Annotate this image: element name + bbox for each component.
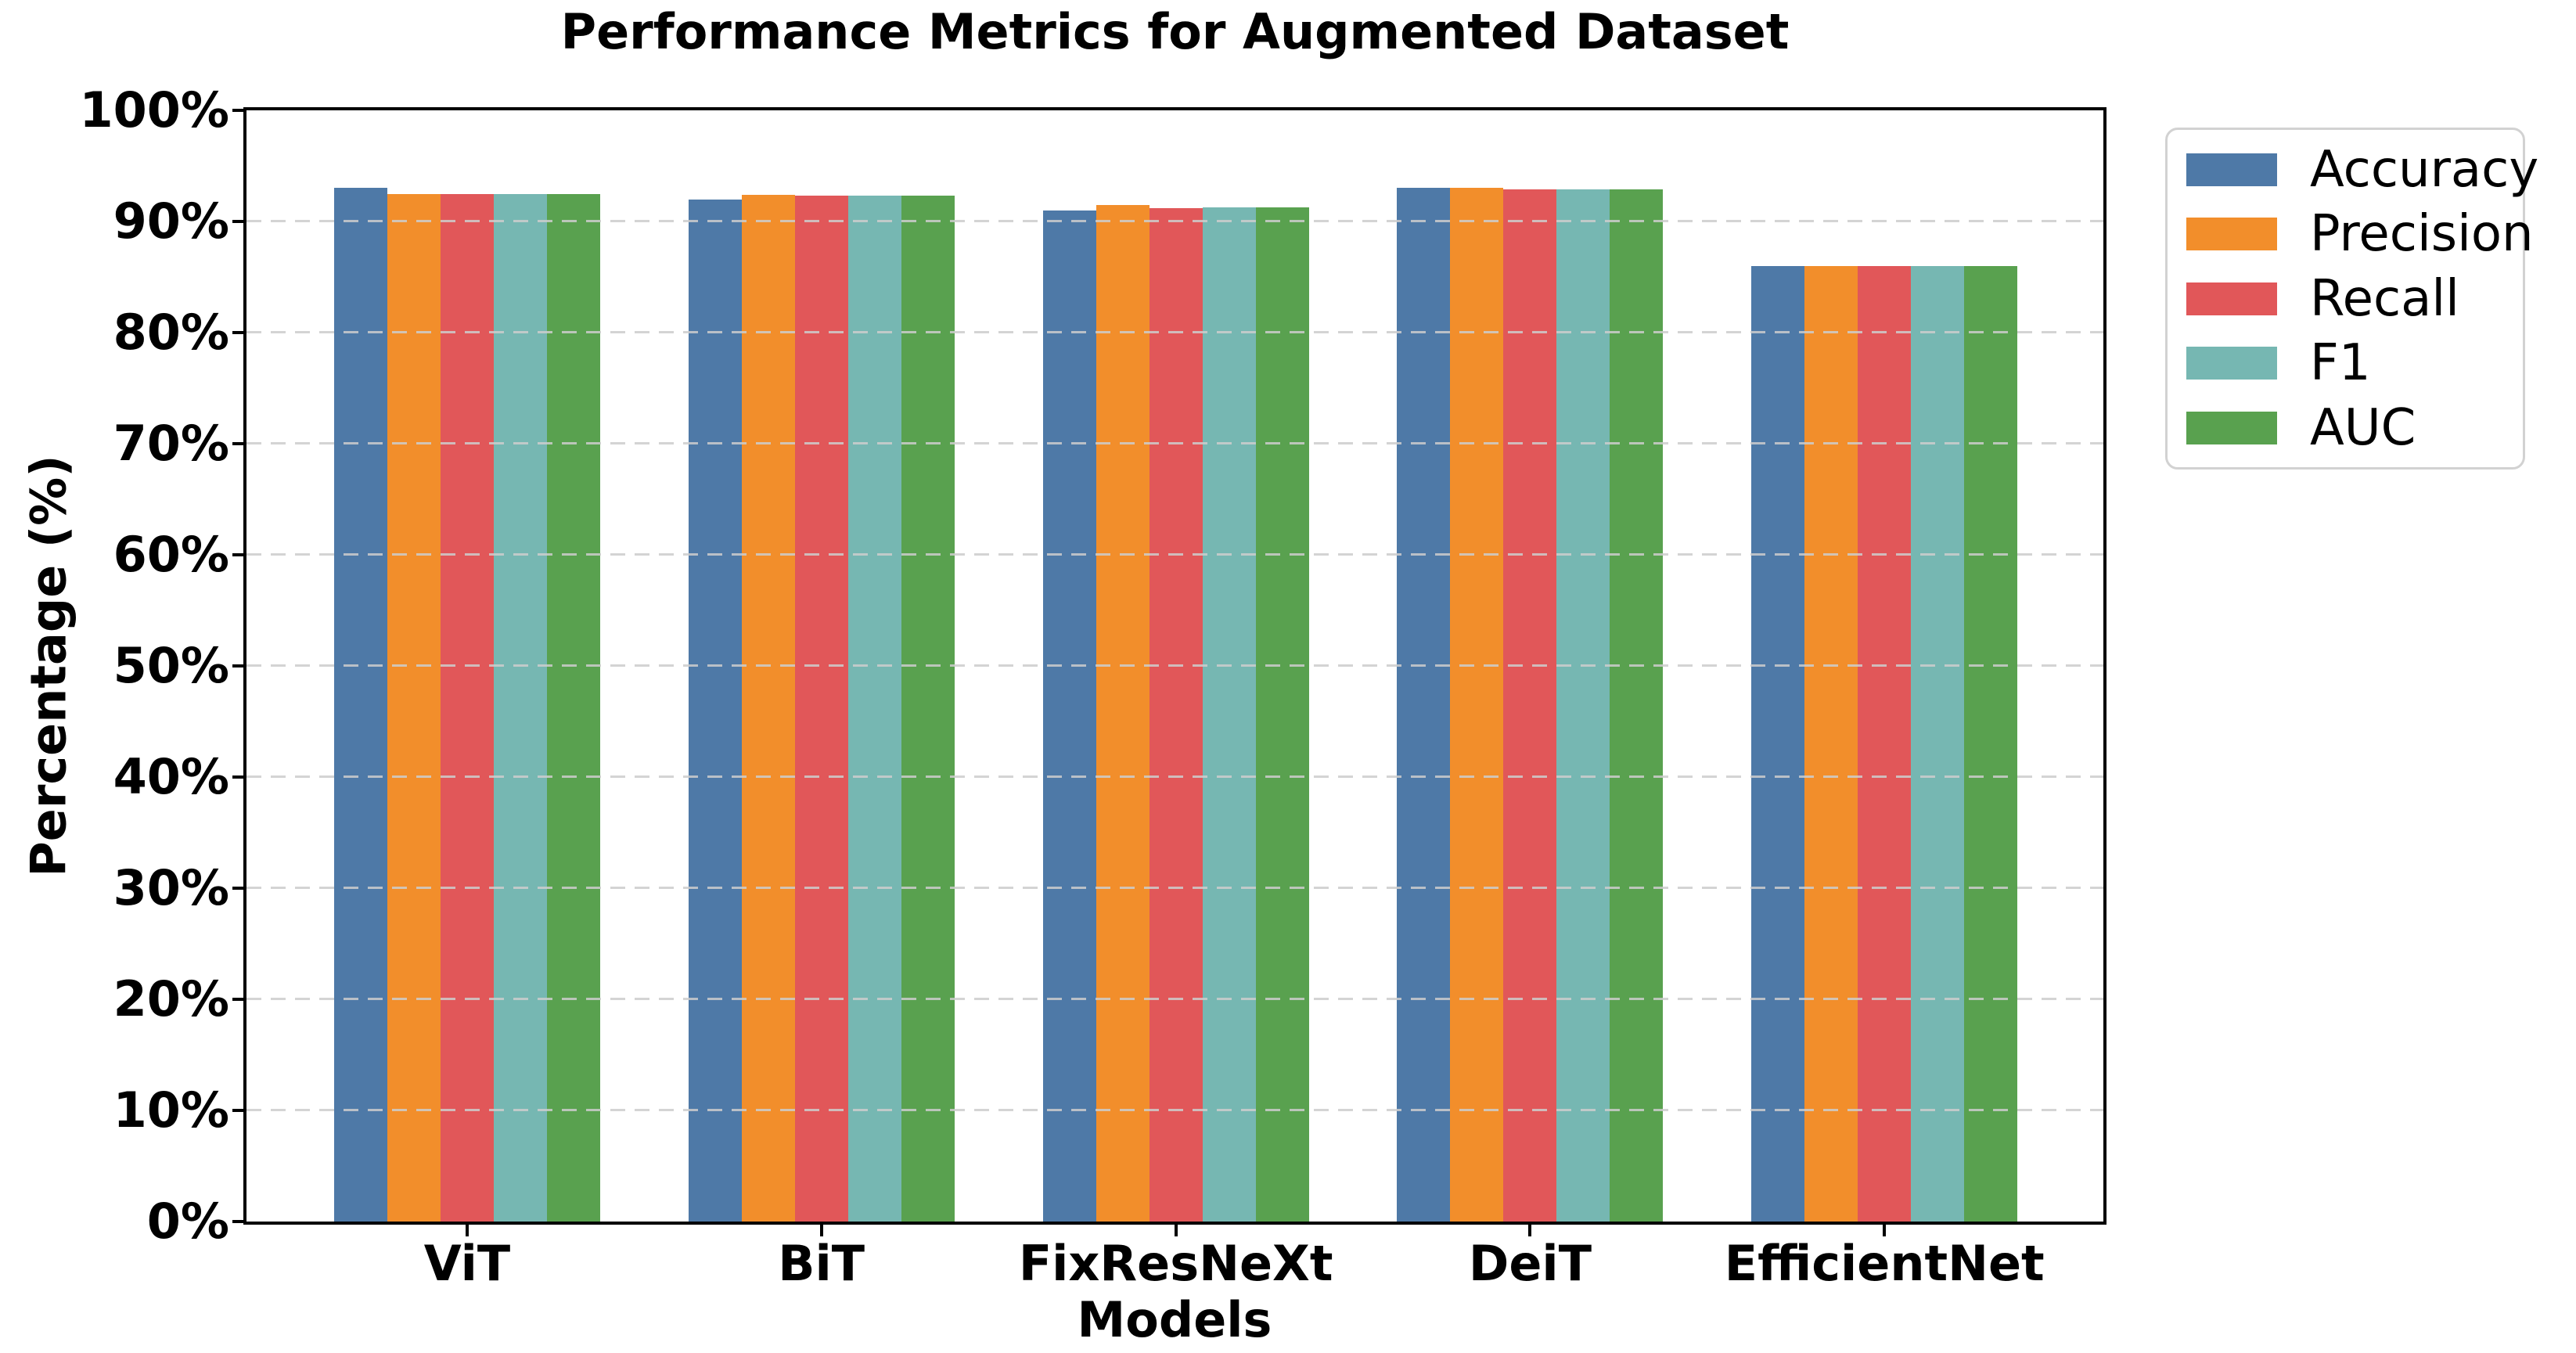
bar-bit-auc bbox=[901, 196, 955, 1222]
bar-deit-recall bbox=[1503, 189, 1557, 1222]
y-tick-mark-10 bbox=[232, 1109, 244, 1112]
x-tick-label-deit: DeiT bbox=[1468, 1235, 1592, 1292]
legend-item-recall: Recall bbox=[2186, 274, 2523, 324]
bar-deit-f1 bbox=[1556, 189, 1610, 1222]
legend-label-precision: Precision bbox=[2310, 205, 2534, 263]
legend-swatch-precision bbox=[2186, 218, 2277, 250]
y-tick-label-90: 90% bbox=[113, 193, 229, 250]
bar-vit-precision bbox=[387, 193, 441, 1222]
x-tick-label-fixresnext: FixResNeXt bbox=[1018, 1235, 1333, 1292]
x-tick-mark-fixresnext bbox=[1174, 1225, 1178, 1236]
legend-label-accuracy: Accuracy bbox=[2310, 140, 2539, 199]
bar-efficientnet-auc bbox=[1964, 265, 2018, 1222]
legend-item-f1: F1 bbox=[2186, 338, 2523, 388]
bar-efficientnet-f1 bbox=[1911, 265, 1965, 1222]
bar-efficientnet-precision bbox=[1804, 265, 1858, 1222]
bar-bit-precision bbox=[741, 194, 795, 1222]
y-tick-mark-90 bbox=[232, 220, 244, 223]
y-tick-mark-80 bbox=[232, 331, 244, 334]
bar-bit-f1 bbox=[847, 196, 901, 1222]
y-tick-mark-40 bbox=[232, 775, 244, 779]
legend-item-precision: Precision bbox=[2186, 209, 2534, 259]
bar-fixresnext-recall bbox=[1149, 207, 1203, 1222]
legend-swatch-f1 bbox=[2186, 347, 2277, 380]
bar-efficientnet-accuracy bbox=[1751, 265, 1805, 1222]
y-tick-label-40: 40% bbox=[113, 748, 229, 805]
x-tick-label-efficientnet: EfficientNet bbox=[1724, 1235, 2045, 1292]
y-tick-label-0: 0% bbox=[146, 1193, 229, 1250]
x-tick-label-vit: ViT bbox=[423, 1235, 511, 1292]
legend-item-accuracy: Accuracy bbox=[2186, 145, 2538, 195]
y-tick-mark-0 bbox=[232, 1220, 244, 1223]
x-tick-label-bit: BiT bbox=[778, 1235, 865, 1292]
y-tick-mark-70 bbox=[232, 442, 244, 445]
bar-bit-recall bbox=[794, 196, 848, 1222]
legend-label-f1: F1 bbox=[2310, 334, 2371, 392]
bar-fixresnext-accuracy bbox=[1042, 210, 1096, 1222]
y-tick-mark-60 bbox=[232, 553, 244, 556]
y-tick-mark-50 bbox=[232, 664, 244, 668]
bar-fixresnext-f1 bbox=[1202, 207, 1256, 1222]
legend-swatch-auc bbox=[2186, 411, 2277, 444]
x-tick-mark-efficientnet bbox=[1883, 1225, 1887, 1236]
bar-fixresnext-auc bbox=[1255, 207, 1309, 1222]
legend: Accuracy Precision Recall F1 AUC bbox=[2165, 128, 2538, 470]
x-axis-title: Models bbox=[1077, 1291, 1272, 1348]
legend-swatch-accuracy bbox=[2186, 153, 2277, 186]
y-tick-mark-20 bbox=[232, 998, 244, 1001]
y-tick-mark-100 bbox=[232, 109, 244, 112]
bar-deit-accuracy bbox=[1397, 188, 1451, 1222]
y-tick-mark-30 bbox=[232, 887, 244, 890]
legend-label-recall: Recall bbox=[2310, 269, 2459, 328]
y-tick-label-70: 70% bbox=[113, 415, 229, 472]
legend-item-auc: AUC bbox=[2186, 403, 2523, 453]
chart-title: Performance Metrics for Augmented Datase… bbox=[560, 3, 1790, 60]
bar-vit-auc bbox=[546, 193, 600, 1222]
x-tick-mark-vit bbox=[465, 1225, 469, 1236]
bar-deit-auc bbox=[1610, 189, 1664, 1222]
y-tick-label-60: 60% bbox=[113, 526, 229, 583]
bar-efficientnet-recall bbox=[1858, 265, 1912, 1222]
bar-fixresnext-precision bbox=[1096, 204, 1149, 1222]
plot-area bbox=[243, 107, 2106, 1225]
bar-bit-accuracy bbox=[688, 199, 742, 1222]
y-tick-label-50: 50% bbox=[113, 637, 229, 694]
legend-label-auc: AUC bbox=[2310, 398, 2416, 457]
bar-vit-accuracy bbox=[333, 188, 387, 1222]
x-tick-mark-bit bbox=[819, 1225, 823, 1236]
x-tick-mark-deit bbox=[1528, 1225, 1532, 1236]
y-tick-label-80: 80% bbox=[113, 304, 229, 361]
bar-deit-precision bbox=[1450, 188, 1504, 1222]
bar-vit-recall bbox=[440, 193, 494, 1222]
bar-vit-f1 bbox=[493, 193, 547, 1222]
y-tick-label-10: 10% bbox=[113, 1081, 229, 1139]
legend-swatch-recall bbox=[2186, 282, 2277, 315]
y-tick-label-100: 100% bbox=[79, 81, 229, 139]
y-tick-label-30: 30% bbox=[113, 859, 229, 916]
y-tick-label-20: 20% bbox=[113, 970, 229, 1027]
